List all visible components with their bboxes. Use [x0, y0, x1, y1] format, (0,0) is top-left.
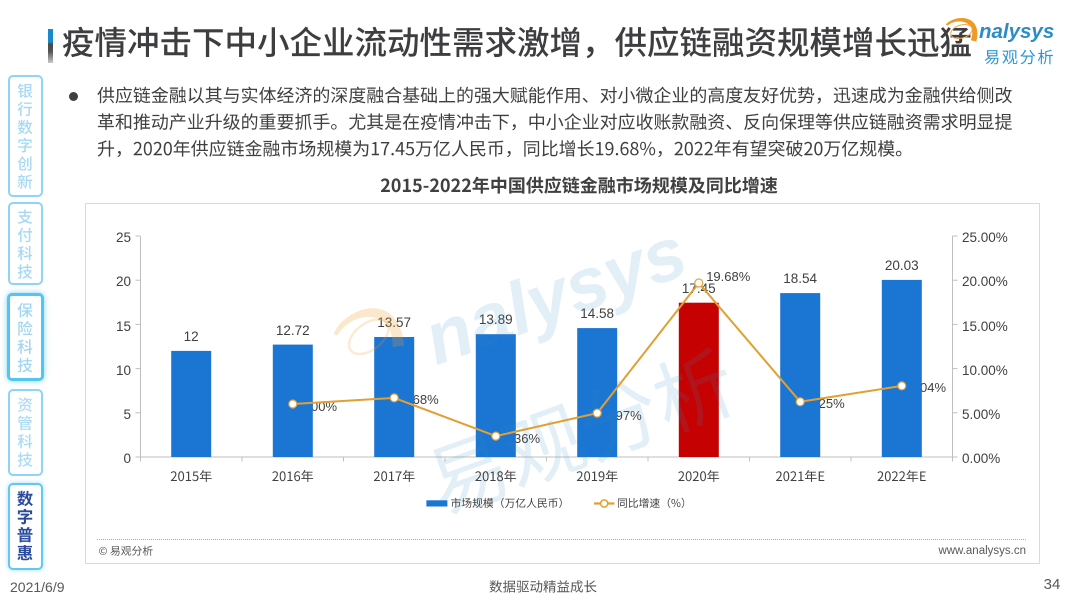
svg-text:nalysys: nalysys: [413, 210, 697, 381]
svg-text:nalysys: nalysys: [979, 20, 1054, 43]
